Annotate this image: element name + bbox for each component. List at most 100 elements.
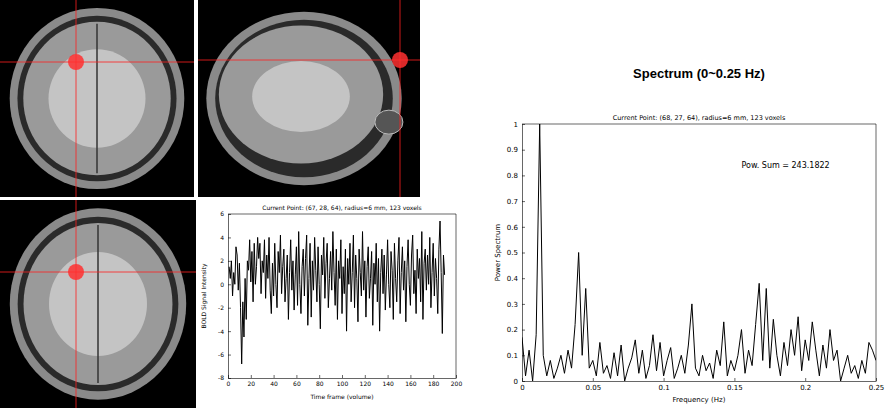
x-axis: 00.050.10.150.20.25 xyxy=(520,378,884,392)
x-axis: 020406080100120140160180200 xyxy=(227,375,463,387)
y-axis: 00.10.20.30.40.50.60.70.80.91 xyxy=(507,121,525,386)
y-tick-label: 0.9 xyxy=(507,146,518,154)
y-tick: 2 xyxy=(220,257,231,264)
crosshair-v xyxy=(76,200,77,408)
x-tick: 0.25 xyxy=(869,378,885,392)
x-tick-label: 0 xyxy=(520,384,524,392)
chart-heading: Spectrum (0~0.25 Hz) xyxy=(633,66,765,81)
y-tick-label: 2 xyxy=(220,257,224,264)
y-tick: 0 xyxy=(514,378,525,386)
x-tick: 100 xyxy=(337,375,349,387)
frame-top xyxy=(522,124,876,125)
skull xyxy=(215,20,393,178)
y-tick: -8 xyxy=(218,374,231,381)
y-tick-label: 0.2 xyxy=(507,326,518,334)
roi-marker xyxy=(68,54,84,70)
x-tick: 200 xyxy=(451,375,463,387)
mri-sagittal xyxy=(198,0,420,197)
chart-1: 00.050.10.150.20.2500.10.20.30.40.50.60.… xyxy=(494,66,884,404)
brain xyxy=(219,26,383,164)
y-tick-mark xyxy=(228,331,231,332)
y-tick-label: 6 xyxy=(220,210,224,217)
y-tick-mark xyxy=(228,284,231,285)
midline xyxy=(97,225,99,383)
y-tick: 0.1 xyxy=(507,352,525,360)
x-axis-title: Time frame (volume) xyxy=(309,393,373,400)
y-tick: -2 xyxy=(218,304,231,311)
annotation: Pow. Sum = 243.1822 xyxy=(741,161,829,170)
y-tick: 4 xyxy=(220,234,231,241)
y-tick-label: -6 xyxy=(218,351,224,358)
y-tick: 0.8 xyxy=(507,172,525,180)
x-tick-mark xyxy=(734,378,735,381)
crosshair-v xyxy=(400,0,401,197)
y-tick-mark xyxy=(228,355,231,356)
x-tick-mark xyxy=(388,375,389,378)
y-tick-mark xyxy=(228,378,231,379)
x-tick: 80 xyxy=(316,375,324,387)
scalp xyxy=(10,8,185,189)
chart-0: 020406080100120140160180200-8-6-4-20246C… xyxy=(198,199,464,408)
y-tick: 6 xyxy=(220,210,231,217)
x-tick-mark xyxy=(319,375,320,378)
x-tick-mark xyxy=(342,375,343,378)
y-tick-label: 0 xyxy=(220,281,224,288)
y-tick-label: 0.5 xyxy=(507,249,518,257)
y-tick-label: 1 xyxy=(514,121,518,129)
x-tick: 160 xyxy=(405,375,417,387)
y-axis-title: Power Spectrum xyxy=(494,224,502,281)
x-tick: 40 xyxy=(270,375,278,387)
y-tick-mark xyxy=(522,201,525,202)
mri-axial xyxy=(0,200,196,408)
x-tick-label: 0.05 xyxy=(586,384,602,392)
x-tick-mark xyxy=(593,378,594,381)
x-tick-mark xyxy=(274,375,275,378)
y-tick-mark xyxy=(522,304,525,305)
data-line xyxy=(522,124,876,381)
y-tick-mark xyxy=(522,175,525,176)
x-tick-label: 80 xyxy=(316,380,324,387)
x-tick-label: 0.25 xyxy=(869,384,885,392)
x-tick: 0.05 xyxy=(586,378,602,392)
white-matter xyxy=(252,61,350,132)
x-tick-label: 60 xyxy=(293,380,301,387)
crosshair-h xyxy=(0,272,196,273)
y-tick-label: 0.7 xyxy=(507,198,518,206)
x-tick-mark xyxy=(876,378,877,381)
plot-area xyxy=(522,124,876,381)
midline xyxy=(96,24,98,174)
y-tick-label: -4 xyxy=(218,328,224,335)
y-tick: -6 xyxy=(218,351,231,358)
figure: 020406080100120140160180200-8-6-4-20246C… xyxy=(0,0,895,408)
y-tick-mark xyxy=(228,237,231,238)
y-tick: 0.4 xyxy=(507,275,525,283)
x-tick-label: 0.1 xyxy=(659,384,670,392)
x-tick-mark xyxy=(365,375,366,378)
x-tick: 180 xyxy=(428,375,440,387)
y-tick-mark xyxy=(522,253,525,254)
y-tick-label: -2 xyxy=(218,304,224,311)
roi-marker xyxy=(392,52,408,68)
y-tick-mark xyxy=(228,214,231,215)
y-tick-label: 0.4 xyxy=(507,275,519,283)
x-tick-label: 0.2 xyxy=(800,384,811,392)
plot-area xyxy=(229,221,444,364)
y-axis-line xyxy=(228,215,229,379)
skull xyxy=(18,217,179,392)
x-tick-label: 100 xyxy=(337,380,349,387)
y-tick: 1 xyxy=(514,121,525,129)
x-tick-mark xyxy=(433,375,434,378)
eye xyxy=(375,110,403,134)
y-axis: -8 -6 -4 -2 0 2 4 6 xyxy=(218,210,231,381)
y-tick-mark xyxy=(522,150,525,151)
frame-top xyxy=(228,214,456,215)
x-tick-label: 160 xyxy=(405,380,417,387)
y-tick: 0.7 xyxy=(507,198,525,206)
brain xyxy=(24,223,173,385)
skull xyxy=(17,16,176,181)
x-tick-mark xyxy=(296,375,297,378)
y-tick-mark xyxy=(522,381,525,382)
x-axis-title: Frequency (Hz) xyxy=(673,396,726,404)
y-tick-mark xyxy=(522,227,525,228)
roi-marker xyxy=(68,264,84,280)
